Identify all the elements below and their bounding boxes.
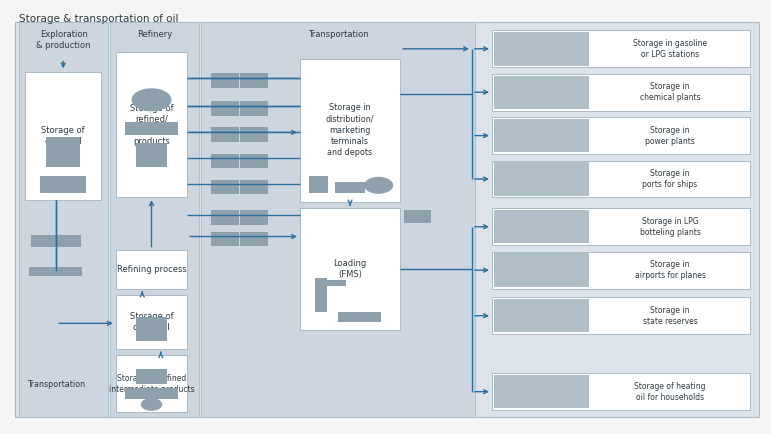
Text: Storage of heating
oil for households: Storage of heating oil for households (635, 382, 706, 401)
Bar (211, 128, 239, 142)
Text: Storage & transportation of oil: Storage & transportation of oil (19, 14, 179, 24)
Bar (492, 252, 750, 289)
Bar (211, 102, 239, 116)
Circle shape (365, 178, 392, 193)
Bar (494, 299, 589, 332)
Text: Storage in LPG
botteling plants: Storage in LPG botteling plants (640, 217, 701, 237)
Bar (125, 388, 179, 399)
Text: Loading
(FMS): Loading (FMS) (333, 259, 367, 279)
Bar (25, 72, 101, 200)
Text: Storage of
refined/
final
products: Storage of refined/ final products (130, 104, 173, 146)
Text: Refinery: Refinery (137, 30, 172, 39)
Bar (241, 232, 268, 247)
Bar (300, 59, 400, 202)
Bar (494, 375, 589, 408)
Bar (110, 22, 199, 417)
Bar (494, 210, 589, 243)
Bar (241, 128, 268, 142)
Text: Storage in
airports for planes: Storage in airports for planes (635, 260, 705, 280)
Bar (29, 267, 82, 276)
Bar (494, 253, 589, 287)
Text: Storage of
crude oil: Storage of crude oil (130, 312, 173, 332)
Text: Refining process: Refining process (116, 265, 187, 273)
Bar (211, 180, 239, 194)
Bar (494, 76, 589, 109)
Bar (201, 22, 475, 417)
Text: Storage in
distribution/
marketing
terminals
and depots: Storage in distribution/ marketing termi… (326, 103, 374, 157)
Text: Exploration
& production: Exploration & production (36, 30, 91, 50)
Bar (211, 232, 239, 247)
Bar (211, 154, 239, 168)
Bar (309, 176, 328, 193)
Text: Transportation: Transportation (308, 30, 369, 39)
Bar (404, 210, 431, 223)
Bar (136, 369, 167, 384)
Bar (241, 180, 268, 194)
Bar (492, 161, 750, 197)
Bar (241, 210, 268, 225)
Bar (211, 210, 239, 225)
Text: Storage in
ports for ships: Storage in ports for ships (642, 169, 698, 189)
Bar (116, 52, 187, 197)
Bar (46, 137, 80, 167)
Circle shape (142, 399, 161, 410)
Bar (241, 154, 268, 168)
Bar (338, 312, 381, 322)
Bar (492, 373, 750, 410)
Bar (494, 119, 589, 152)
Bar (136, 317, 167, 341)
Circle shape (133, 89, 171, 111)
Bar (136, 143, 167, 167)
Bar (241, 102, 268, 116)
Bar (494, 32, 589, 66)
Bar (335, 182, 365, 193)
Bar (116, 250, 187, 289)
Bar (31, 235, 81, 247)
Text: Storage in
power plants: Storage in power plants (645, 126, 695, 145)
Bar (40, 176, 86, 193)
Text: Storage of refined
intermediate products: Storage of refined intermediate products (109, 374, 194, 394)
Bar (494, 162, 589, 196)
Bar (492, 74, 750, 111)
Bar (211, 73, 239, 88)
Bar (492, 208, 750, 245)
Bar (492, 297, 750, 334)
Bar (241, 73, 268, 88)
Bar (125, 122, 179, 135)
Text: Storage in
chemical plants: Storage in chemical plants (640, 82, 700, 102)
Text: Storage of
crude oil: Storage of crude oil (42, 125, 85, 146)
Bar (492, 117, 750, 154)
Text: Storage in gasoline
or LPG stations: Storage in gasoline or LPG stations (633, 39, 707, 59)
Text: Transportation: Transportation (27, 380, 86, 388)
Text: Storage in
state reserves: Storage in state reserves (643, 306, 698, 326)
Bar (300, 208, 400, 330)
Bar (315, 278, 327, 312)
Bar (315, 280, 346, 286)
Bar (19, 22, 108, 417)
Bar (492, 30, 750, 67)
Bar (116, 355, 187, 412)
Bar (116, 295, 187, 349)
